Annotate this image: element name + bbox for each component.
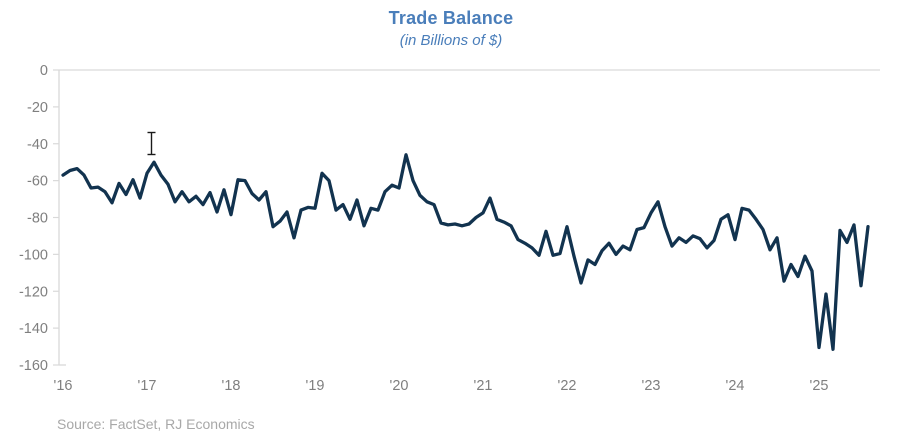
x-axis-label: '24: [726, 378, 745, 394]
chart-title: Trade Balance: [388, 8, 514, 28]
chart-subtitle: (in Billions of $): [399, 32, 503, 49]
x-axis-label: '22: [558, 378, 577, 394]
trade-balance-line: [61, 153, 870, 351]
x-axis-label: '25: [810, 378, 829, 394]
source-note: Source: FactSet, RJ Economics: [57, 416, 255, 432]
y-axis-label: -80: [27, 211, 48, 227]
x-axis-label: '20: [390, 378, 409, 394]
x-axis-label: '23: [642, 378, 661, 394]
x-axis-label: '16: [54, 378, 73, 394]
y-axis-label: -160: [19, 358, 48, 374]
y-axis-label: -20: [27, 100, 48, 116]
y-axis-label: 0: [40, 63, 48, 79]
y-axis-label: -140: [19, 321, 48, 337]
x-axis-label: '21: [474, 378, 493, 394]
y-axis-label: -40: [27, 137, 48, 153]
x-axis-label: '18: [222, 378, 241, 394]
y-axis-label: -100: [19, 247, 48, 263]
x-axis-label: '19: [306, 378, 325, 394]
y-axis-label: -60: [27, 174, 48, 190]
y-axis-label: -120: [19, 284, 48, 300]
x-axis-label: '17: [138, 378, 157, 394]
text-cursor-icon: [147, 131, 156, 156]
